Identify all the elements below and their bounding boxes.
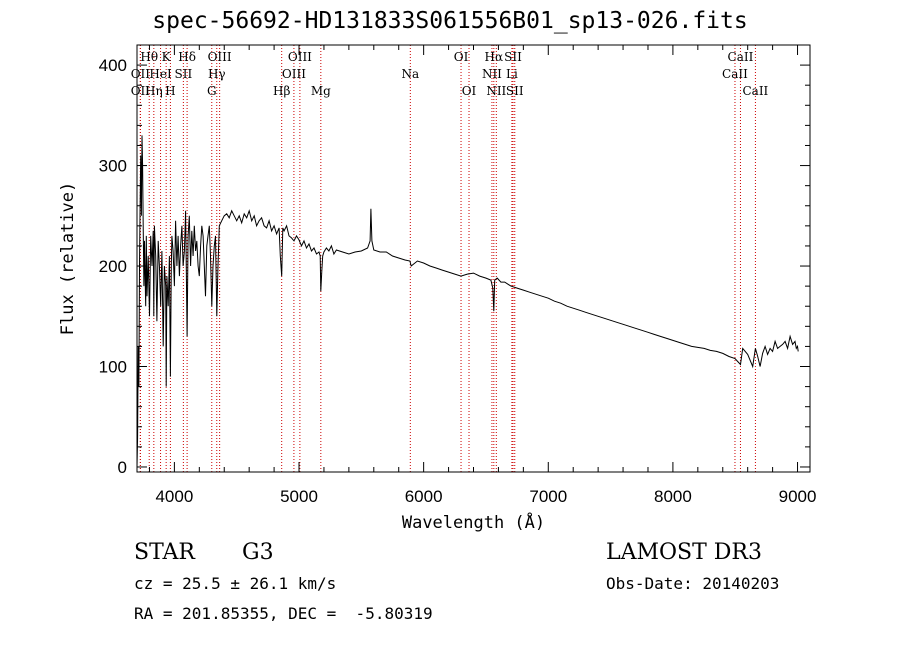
line-label: NII xyxy=(486,84,506,98)
chart-title: spec-56692-HD131833S061556B01_sp13-026.f… xyxy=(152,8,748,34)
line-label: Li xyxy=(506,67,518,81)
line-label: OII xyxy=(131,84,151,98)
plot-frame xyxy=(136,44,811,473)
line-label: CaII xyxy=(728,50,754,64)
line-label: OIII xyxy=(282,67,306,81)
line-label: OII xyxy=(131,67,151,81)
line-label: SII xyxy=(504,50,522,64)
y-tick-label: 0 xyxy=(118,458,127,477)
x-tick-label: 5000 xyxy=(280,487,318,506)
line-label: OI xyxy=(454,50,469,64)
x-tick-label: 8000 xyxy=(654,487,692,506)
line-label: Hα xyxy=(485,50,504,64)
line-label: HeI xyxy=(149,67,172,81)
plot-area: OIIOIIHθHηHeIKHSIIHδGHγOIIIHβOIIIOIIIMgN… xyxy=(58,44,817,533)
y-tick-label: 400 xyxy=(99,56,127,75)
line-label: Mg xyxy=(311,84,331,98)
x-tick-label: 4000 xyxy=(155,487,193,506)
spectral-subclass: G3 xyxy=(242,540,274,565)
line-label: Hγ xyxy=(208,67,226,81)
x-axis-label: Wavelength (Å) xyxy=(402,511,545,533)
line-label: K xyxy=(162,50,172,64)
line-label: Na xyxy=(401,67,419,81)
spectrum-line xyxy=(136,135,799,468)
line-label: SII xyxy=(506,84,524,98)
line-label: Hβ xyxy=(273,84,290,98)
line-label: SII xyxy=(175,67,193,81)
y-tick-label: 200 xyxy=(99,257,127,276)
x-tick-label: 6000 xyxy=(405,487,443,506)
redshift-cz: cz = 25.5 ± 26.1 km/s xyxy=(134,574,337,593)
line-label: CaII xyxy=(742,84,768,98)
observation-date: Obs-Date: 20140203 xyxy=(606,574,780,593)
x-tick-label: 7000 xyxy=(529,487,567,506)
line-label: Hδ xyxy=(178,50,196,64)
survey-name: LAMOST DR3 xyxy=(606,540,762,565)
line-label: Hη xyxy=(145,84,163,98)
line-label: OI xyxy=(462,84,477,98)
line-label: OIII xyxy=(208,50,232,64)
line-label: CaII xyxy=(722,67,748,81)
line-label: NII xyxy=(482,67,502,81)
y-tick-label: 300 xyxy=(99,157,127,176)
x-tick-label: 9000 xyxy=(779,487,817,506)
y-tick-label: 100 xyxy=(99,358,127,377)
coordinates: RA = 201.85355, DEC = -5.80319 xyxy=(134,604,433,623)
y-axis-label: Flux (relative) xyxy=(58,182,78,336)
line-label: H xyxy=(165,84,175,98)
line-label: G xyxy=(207,84,217,98)
line-label: OIII xyxy=(288,50,312,64)
line-label: Hθ xyxy=(140,50,158,64)
object-class: STAR xyxy=(134,540,195,565)
